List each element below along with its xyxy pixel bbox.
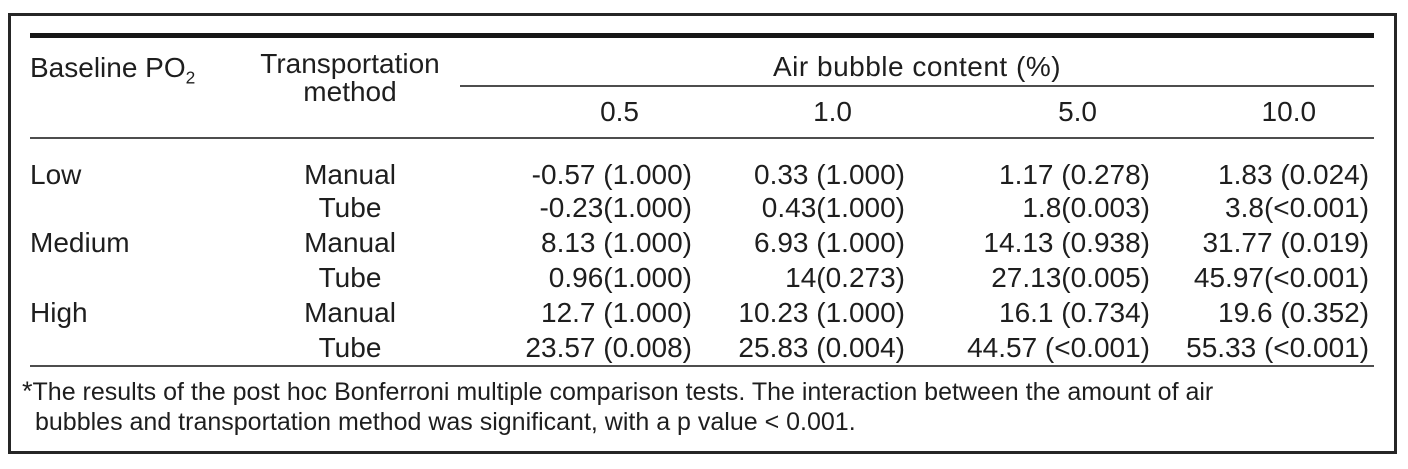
- cell-value-0-5: 8.13 (1.000): [541, 227, 692, 258]
- cell-method: Tube: [318, 262, 382, 293]
- column-header-1-0: 1.0: [697, 85, 910, 139]
- cell-value-0-5: 12.7 (1.000): [541, 297, 692, 328]
- cell-method: Manual: [304, 227, 396, 258]
- cell-value-10-0: 55.33 (<0.001): [1155, 330, 1375, 367]
- cell-value-1-0: 25.83 (0.004): [697, 330, 910, 367]
- cell-value-0-5: -0.23(1.000): [539, 192, 692, 223]
- cell-value-1-0: 6.93 (1.000): [754, 227, 905, 258]
- cell-value-5-0: 44.57 (<0.001): [910, 330, 1155, 367]
- footnote-line-2: bubbles and transportation method was si…: [35, 407, 856, 436]
- cell-value-1-0: 0.43(1.000): [761, 192, 905, 223]
- footnote-line-1: *The results of the post hoc Bonferroni …: [22, 376, 1376, 407]
- header-row-subcolumns: 0.5 1.0 5.0 10.0: [30, 85, 1375, 139]
- transportation-label-line2: method: [303, 76, 397, 107]
- table-row-high-manual: High Manual 12.7 (1.000) 10.23 (1.000) 1…: [30, 296, 1374, 331]
- cell-value-5-0: 1.17 (0.278): [999, 158, 1150, 190]
- cell-value-10-0: 19.6 (0.352): [1218, 297, 1370, 328]
- table-row-medium-tube: Tube 0.96(1.000) 14(0.273) 27.13(0.005) …: [30, 261, 1374, 296]
- header-cell-baseline-po2: Baseline PO2: [30, 35, 240, 139]
- header-row-top: Baseline PO2 Transportation method Air bu…: [30, 35, 1375, 139]
- cell-method: Manual: [304, 297, 396, 328]
- cell-value-1-0: 10.23 (1.000): [738, 297, 905, 328]
- footnote: *The results of the post hoc Bonferroni …: [22, 376, 1376, 437]
- footnote-asterisk: *: [22, 375, 33, 406]
- cell-baseline: [30, 261, 240, 296]
- cell-value-0-5: 23.57 (0.008): [460, 330, 697, 367]
- footnote-text-1: The results of the post hoc Bonferroni m…: [32, 377, 1214, 406]
- cell-baseline: Low: [30, 158, 82, 190]
- cell-method: Manual: [304, 158, 396, 190]
- cell-value-1-0: 0.33 (1.000): [754, 158, 905, 190]
- table-row-low-tube: Tube -0.23(1.000) 0.43(1.000) 1.8(0.003)…: [30, 191, 1374, 226]
- cell-value-10-0: 1.83 (0.024): [1218, 158, 1370, 190]
- cell-value-5-0: 16.1 (0.734): [999, 297, 1150, 328]
- cell-value-0-5: 0.96(1.000): [548, 262, 692, 293]
- table-row-medium-manual: Medium Manual 8.13 (1.000) 6.93 (1.000) …: [30, 226, 1374, 261]
- table-frame: Baseline PO2 Transportation method Air bu…: [8, 13, 1397, 454]
- table-row-low-manual: Low Manual -0.57 (1.000) 0.33 (1.000) 1.…: [30, 138, 1374, 191]
- table-row-high-tube: Tube 23.57 (0.008) 25.83 (0.004) 44.57 (…: [30, 330, 1375, 367]
- cell-value-1-0: 14(0.273): [785, 262, 905, 293]
- cell-method: Tube: [318, 192, 382, 223]
- results-table: Baseline PO2 Transportation method Air bu…: [30, 33, 1375, 367]
- header-cell-air-bubble-content: Air bubble content (%): [460, 35, 1375, 87]
- cell-value-10-0: 31.77 (0.019): [1202, 227, 1370, 258]
- cell-baseline: [30, 330, 240, 367]
- table-wrapper: Baseline PO2 Transportation method Air bu…: [30, 33, 1394, 367]
- cell-baseline: [30, 191, 240, 226]
- cell-value-0-5: -0.57 (1.000): [531, 158, 692, 190]
- baseline-po2-subscript: 2: [185, 67, 196, 88]
- transportation-label-line1: Transportation: [260, 48, 440, 79]
- baseline-po2-label: Baseline PO: [30, 52, 186, 83]
- column-header-5-0: 5.0: [910, 85, 1155, 139]
- cell-value-10-0: 3.8(<0.001): [1225, 192, 1370, 223]
- cell-value-5-0: 27.13(0.005): [991, 262, 1150, 293]
- column-header-10-0: 10.0: [1155, 85, 1375, 139]
- cell-value-5-0: 1.8(0.003): [1022, 192, 1150, 223]
- header-cell-transportation-method: Transportation method: [240, 35, 460, 139]
- cell-baseline: High: [30, 297, 88, 328]
- column-header-0-5: 0.5: [460, 85, 697, 139]
- cell-value-5-0: 14.13 (0.938): [983, 227, 1150, 258]
- cell-baseline: Medium: [30, 227, 130, 258]
- cell-value-10-0: 45.97(<0.001): [1193, 262, 1370, 293]
- cell-method: Tube: [240, 330, 460, 367]
